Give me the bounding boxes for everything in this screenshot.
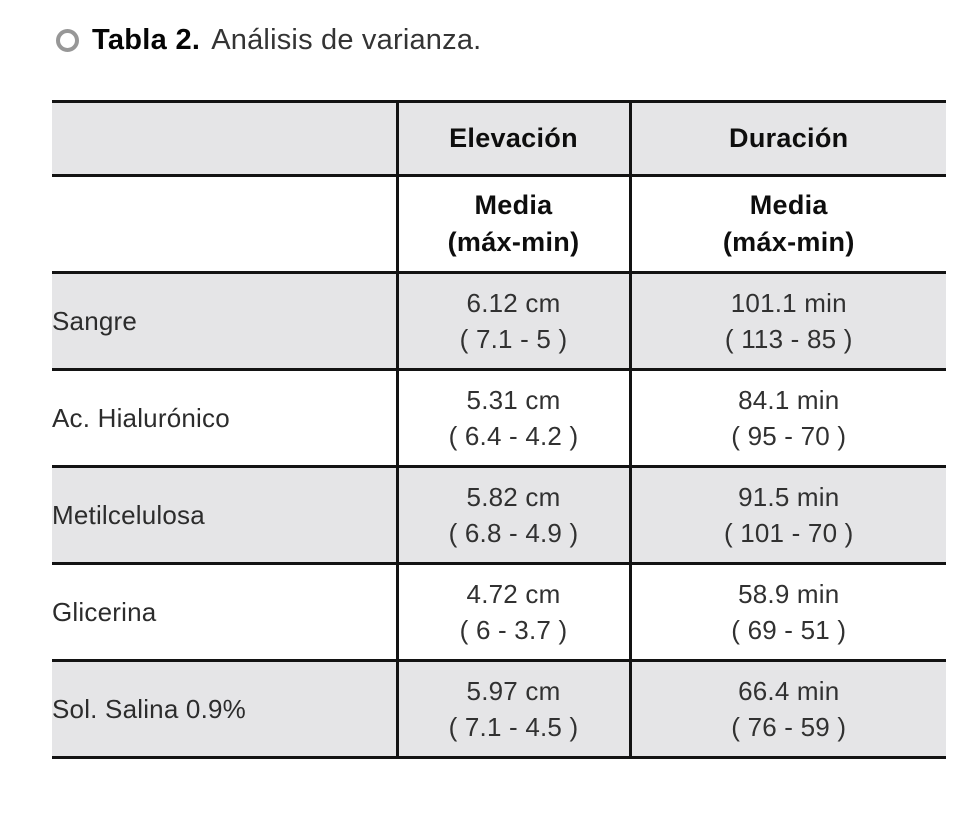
cell-duracion: 84.1 min ( 95 - 70 ): [628, 369, 946, 467]
value-range: ( 7.1 - 5 ): [459, 324, 568, 354]
value-range: ( 6.8 - 4.9 ): [448, 518, 579, 548]
value-range: ( 69 - 51 ): [731, 615, 847, 645]
cell-elevacion: 5.97 cm ( 7.1 - 4.5 ): [395, 660, 630, 758]
row-label: Sangre: [52, 305, 138, 336]
header-row-subheaders: Media (máx-min) Media (máx-min): [52, 175, 946, 273]
subheader-elevacion-media: Media: [474, 190, 553, 220]
value-range: ( 101 - 70 ): [723, 518, 854, 548]
subheader-duracion-maxmin: (máx-min): [722, 227, 855, 257]
cell-duracion: 101.1 min ( 113 - 85 ): [628, 272, 946, 370]
cell-elevacion: 4.72 cm ( 6 - 3.7 ): [395, 563, 630, 661]
value-media: 91.5 min: [738, 482, 840, 512]
subheader-elevacion: Media (máx-min): [395, 175, 630, 273]
row-label: Sol. Salina 0.9%: [52, 693, 246, 724]
table-caption: Tabla 2. Análisis de varianza.: [56, 24, 481, 57]
cell-elevacion: 6.12 cm ( 7.1 - 5 ): [395, 272, 630, 370]
cell-elevacion: 5.82 cm ( 6.8 - 4.9 ): [395, 466, 630, 564]
subheader-elevacion-maxmin: (máx-min): [447, 227, 580, 257]
subheader-duracion: Media (máx-min): [628, 175, 946, 273]
value-range: ( 95 - 70 ): [731, 421, 847, 451]
value-media: 4.72 cm: [466, 579, 561, 609]
value-media: 66.4 min: [738, 676, 840, 706]
cell-duracion: 66.4 min ( 76 - 59 ): [628, 660, 946, 758]
column-header-duracion: Duración: [628, 101, 946, 176]
value-range: ( 6 - 3.7 ): [459, 615, 568, 645]
anova-table: Elevación Duración Media (máx-min) Media…: [52, 100, 946, 759]
subheader-empty-cell: [52, 176, 397, 273]
value-media: 6.12 cm: [466, 288, 561, 318]
value-media: 5.82 cm: [466, 482, 561, 512]
table-row-sangre: Sangre 6.12 cm ( 7.1 - 5 ) 101.1 min ( 1…: [52, 272, 946, 370]
cell-duracion: 91.5 min ( 101 - 70 ): [628, 466, 946, 564]
header-row-groups: Elevación Duración: [52, 101, 946, 176]
ring-bullet-icon: [56, 29, 79, 52]
value-media: 84.1 min: [738, 385, 840, 415]
table-row-hialuronico: Ac. Hialurónico 5.31 cm ( 6.4 - 4.2 ) 84…: [52, 369, 946, 467]
row-label: Glicerina: [52, 596, 157, 627]
value-range: ( 76 - 59 ): [731, 712, 847, 742]
value-media: 5.97 cm: [466, 676, 561, 706]
value-media: 101.1 min: [730, 288, 847, 318]
cell-elevacion: 5.31 cm ( 6.4 - 4.2 ): [395, 369, 630, 467]
table-caption-tag: Tabla 2.: [92, 24, 201, 56]
header-empty-cell: [52, 102, 397, 176]
table-row-metilcelulosa: Metilcelulosa 5.82 cm ( 6.8 - 4.9 ) 91.5…: [52, 466, 946, 564]
value-range: ( 113 - 85 ): [724, 324, 853, 354]
table-caption-text: Análisis de varianza.: [211, 24, 482, 56]
value-range: ( 7.1 - 4.5 ): [448, 712, 579, 742]
table-row-glicerina: Glicerina 4.72 cm ( 6 - 3.7 ) 58.9 min (…: [52, 563, 946, 661]
cell-duracion: 58.9 min ( 69 - 51 ): [628, 563, 946, 661]
value-media: 5.31 cm: [466, 385, 561, 415]
table-row-sol-salina: Sol. Salina 0.9% 5.97 cm ( 7.1 - 4.5 ) 6…: [52, 660, 946, 758]
column-header-elevacion: Elevación: [395, 101, 630, 176]
value-media: 58.9 min: [738, 579, 840, 609]
value-range: ( 6.4 - 4.2 ): [448, 421, 579, 451]
row-label: Metilcelulosa: [52, 499, 205, 530]
row-label: Ac. Hialurónico: [52, 402, 230, 433]
subheader-duracion-media: Media: [749, 190, 828, 220]
